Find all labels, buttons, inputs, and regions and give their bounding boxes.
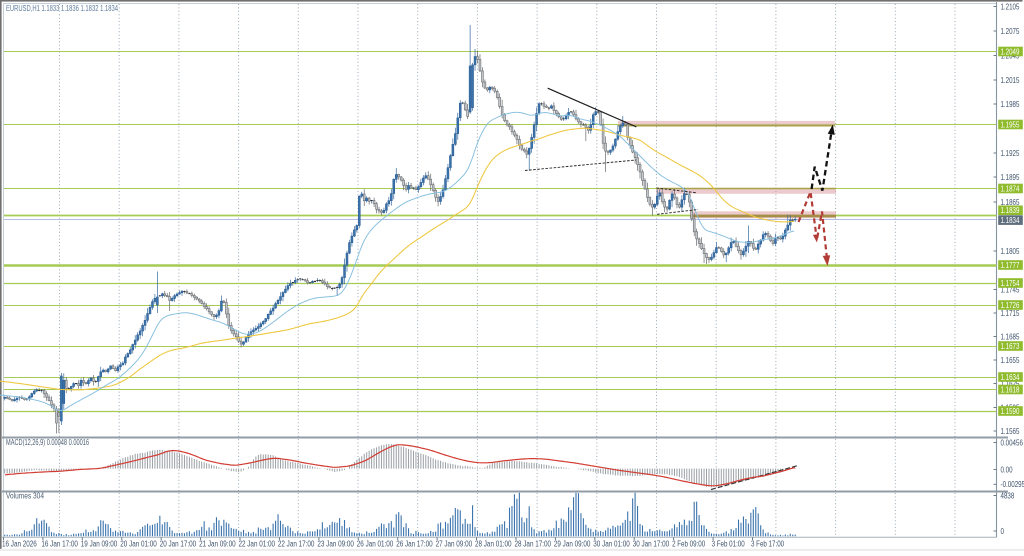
svg-text:4838: 4838 xyxy=(1001,491,1015,500)
svg-text:MACD(12,26,9) 0.00048 0.00016: MACD(12,26,9) 0.00048 0.00016 xyxy=(6,438,89,447)
svg-text:0.00456: 0.00456 xyxy=(1001,438,1024,447)
svg-text:1.1925: 1.1925 xyxy=(1001,149,1020,158)
svg-text:16 Jan 2026: 16 Jan 2026 xyxy=(2,540,37,549)
svg-text:1.1874: 1.1874 xyxy=(1001,184,1020,193)
svg-text:1.2075: 1.2075 xyxy=(1001,27,1020,36)
svg-text:1.1655: 1.1655 xyxy=(1001,356,1020,365)
svg-text:1.1634: 1.1634 xyxy=(1001,373,1020,382)
svg-text:1.1777: 1.1777 xyxy=(1001,261,1020,270)
svg-text:1.1754: 1.1754 xyxy=(1001,279,1020,288)
svg-text:1.2105: 1.2105 xyxy=(1001,2,1020,11)
svg-text:28 Jan 01:00: 28 Jan 01:00 xyxy=(475,540,512,549)
svg-text:1.2015: 1.2015 xyxy=(1001,76,1020,85)
svg-text:3 Feb 01:00: 3 Feb 01:00 xyxy=(712,540,746,549)
svg-text:20 Jan 17:00: 20 Jan 17:00 xyxy=(160,540,197,549)
svg-text:28 Jan 17:00: 28 Jan 17:00 xyxy=(515,540,552,549)
svg-text:-0.00295: -0.00295 xyxy=(1001,480,1024,489)
svg-text:29 Jan 09:00: 29 Jan 09:00 xyxy=(554,540,591,549)
svg-text:1.1834: 1.1834 xyxy=(1001,216,1020,225)
svg-text:30 Jan 01:00: 30 Jan 01:00 xyxy=(593,540,630,549)
svg-text:3 Feb 17:00: 3 Feb 17:00 xyxy=(751,540,785,549)
svg-text:16 Jan 17:00: 16 Jan 17:00 xyxy=(41,540,78,549)
svg-text:1.1715: 1.1715 xyxy=(1001,309,1020,318)
svg-text:1.1895: 1.1895 xyxy=(1001,173,1020,182)
svg-text:2 Feb 09:00: 2 Feb 09:00 xyxy=(672,540,706,549)
svg-text:1.1565: 1.1565 xyxy=(1001,427,1020,436)
svg-text:1.1955: 1.1955 xyxy=(1001,120,1020,129)
svg-text:26 Jan 01:00: 26 Jan 01:00 xyxy=(357,540,394,549)
svg-text:22 Jan 17:00: 22 Jan 17:00 xyxy=(278,540,315,549)
svg-text:1.1726: 1.1726 xyxy=(1001,301,1020,310)
svg-text:0.00: 0.00 xyxy=(1001,465,1014,474)
svg-text:Volumes 304: Volumes 304 xyxy=(6,492,44,501)
svg-text:0: 0 xyxy=(1001,527,1005,536)
svg-text:1.1590: 1.1590 xyxy=(1001,407,1020,416)
svg-text:21 Jan 09:00: 21 Jan 09:00 xyxy=(199,540,236,549)
svg-text:30 Jan 17:00: 30 Jan 17:00 xyxy=(633,540,670,549)
svg-text:22 Jan 01:00: 22 Jan 01:00 xyxy=(239,540,276,549)
svg-text:1.1618: 1.1618 xyxy=(1001,385,1020,394)
svg-text:1.1985: 1.1985 xyxy=(1001,100,1020,109)
svg-text:1.1805: 1.1805 xyxy=(1001,247,1020,256)
svg-text:26 Jan 17:00: 26 Jan 17:00 xyxy=(396,540,433,549)
svg-text:1.1685: 1.1685 xyxy=(1001,332,1020,341)
svg-text:1.1839: 1.1839 xyxy=(1001,206,1020,215)
svg-text:19 Jan 09:00: 19 Jan 09:00 xyxy=(81,540,118,549)
svg-text:27 Jan 09:00: 27 Jan 09:00 xyxy=(436,540,473,549)
svg-text:EURUSD,H1 1.1833 1.1836 1.183: EURUSD,H1 1.1833 1.1836 1.1832 1.1834 xyxy=(6,3,118,13)
svg-text:23 Jan 09:00: 23 Jan 09:00 xyxy=(317,540,354,549)
svg-text:20 Jan 01:00: 20 Jan 01:00 xyxy=(120,540,157,549)
svg-text:1.1673: 1.1673 xyxy=(1001,342,1020,351)
svg-text:1.2049: 1.2049 xyxy=(1001,47,1020,56)
